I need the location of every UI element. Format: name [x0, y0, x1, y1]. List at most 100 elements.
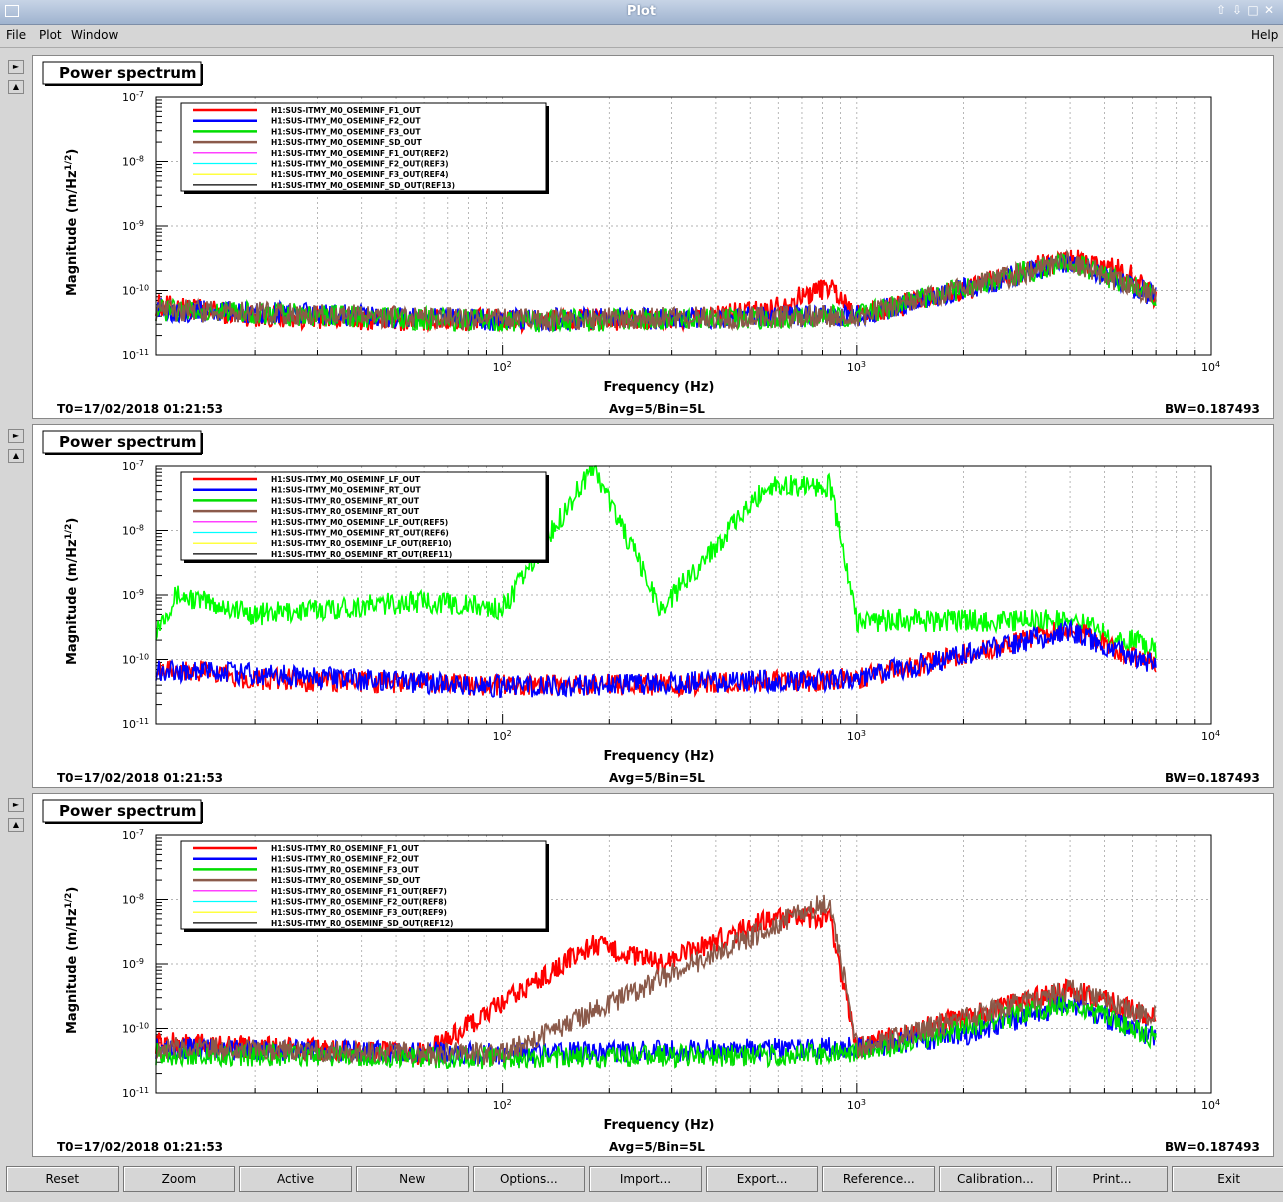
legend-entry: H1:SUS-ITMY_R0_OSEMINF_F2_OUT(REF8): [271, 898, 447, 907]
panel-3-collapse-button[interactable]: ▲: [8, 818, 24, 832]
legend-entry: H1:SUS-ITMY_M0_OSEMINF_RT_OUT: [271, 486, 422, 495]
legend: H1:SUS-ITMY_M0_OSEMINF_LF_OUT H1:SUS-ITMY…: [180, 471, 549, 563]
panel-3-expand-button[interactable]: ►: [8, 798, 24, 812]
zoom-button[interactable]: Zoom: [122, 1166, 236, 1192]
x-axis-title: Frequency (Hz): [604, 749, 715, 764]
panel-2-collapse-button[interactable]: ▲: [8, 449, 24, 463]
legend-entry: H1:SUS-ITMY_M0_OSEMINF_F2_OUT: [271, 117, 421, 126]
menu-help[interactable]: Help: [1251, 28, 1279, 42]
legend-entry: H1:SUS-ITMY_R0_OSEMINF_F2_OUT: [271, 855, 420, 864]
button-bar: Reset Zoom Active New Options... Import... Exp…: [0, 1164, 1283, 1202]
x-tick-labels: 102 103 104: [493, 729, 1220, 744]
legend-entry: H1:SUS-ITMY_M0_OSEMINF_F3_OUT: [271, 127, 421, 136]
x-tick-labels: 102 103 104: [493, 360, 1220, 375]
plot-panel-3[interactable]: Power spectrum 10-11 10-10 10-9 10-8 10-7 102 1…: [32, 793, 1274, 1157]
panel-2-expand-button[interactable]: ►: [8, 429, 24, 443]
legend-entry: H1:SUS-ITMY_R0_OSEMINF_F1_OUT(REF7): [271, 887, 447, 896]
y-tick-labels: 10-11 10-10 10-9 10-8 10-7: [122, 90, 149, 363]
legend-entry: H1:SUS-ITMY_M0_OSEMINF_SD_OUT: [271, 138, 423, 147]
export-button[interactable]: Export...: [705, 1166, 819, 1192]
print-button[interactable]: Print...: [1055, 1166, 1169, 1192]
import-button[interactable]: Import...: [589, 1166, 702, 1192]
panel-1-expand-button[interactable]: ►: [8, 60, 24, 74]
x-tick-label: 103: [847, 360, 866, 375]
x-tick-label: 104: [1201, 360, 1220, 375]
legend-entry: H1:SUS-ITMY_M0_OSEMINF_LF_OUT(REF5): [271, 518, 448, 527]
y-axis-title: Magnitude (m/Hz1/2): [64, 149, 80, 296]
series-group: [155, 465, 1157, 699]
plot-frame: [155, 96, 1212, 356]
y-tick-label: 10-9: [122, 219, 144, 234]
legend-entry: H1:SUS-ITMY_R0_OSEMINF_F3_OUT(REF9): [271, 908, 447, 917]
panel-title: Power spectrum: [42, 61, 203, 86]
exit-button[interactable]: Exit: [1172, 1166, 1283, 1192]
y-tick-label: 10-11: [122, 717, 149, 732]
panel-1-collapse-button[interactable]: ▲: [8, 80, 24, 94]
panel-title-text: Power spectrum: [59, 64, 197, 82]
y-tick-label: 10-8: [122, 154, 144, 169]
y-tick-label: 10-7: [122, 459, 144, 474]
menu-file[interactable]: File: [6, 28, 27, 42]
panel-title: Power spectrum: [42, 430, 203, 455]
plot-frame: [155, 465, 1212, 725]
y-tick-label: 10-7: [122, 90, 144, 105]
legend-entry: H1:SUS-ITMY_R0_OSEMINF_F1_OUT: [271, 844, 420, 853]
y-axis-title: Magnitude (m/Hz1/2): [64, 518, 80, 665]
x-tick-label: 102: [493, 1098, 512, 1113]
t0-label: T0=17/02/2018 01:21:53: [57, 402, 223, 416]
calibration-button[interactable]: Calibration...: [939, 1166, 1052, 1192]
window-titlebar: Plot ⇧ ⇩ □ ✕: [0, 0, 1283, 25]
y-axis-title: Magnitude (m/Hz1/2): [64, 887, 80, 1034]
reference-button[interactable]: Reference...: [822, 1166, 936, 1192]
legend-entry: H1:SUS-ITMY_R0_OSEMINF_LF_OUT(REF10): [271, 539, 452, 548]
legend-entry: H1:SUS-ITMY_R0_OSEMINF_SD_OUT: [271, 876, 421, 885]
y-tick-label: 10-11: [122, 1086, 149, 1101]
x-tick-labels: 102 103 104: [493, 1098, 1220, 1113]
legend-entry: H1:SUS-ITMY_R0_OSEMINF_RT_OUT: [271, 507, 420, 516]
y-tick-label: 10-7: [122, 828, 144, 843]
avg-label: Avg=5/Bin=5L: [609, 402, 705, 416]
reset-button[interactable]: Reset: [6, 1166, 119, 1192]
y-tick-labels: 10-11 10-10 10-9 10-8 10-7: [122, 828, 149, 1101]
series-group: [155, 248, 1157, 335]
series-line-4: [155, 248, 1157, 333]
y-tick-label: 10-9: [122, 588, 144, 603]
close-icon[interactable]: ✕: [1263, 3, 1275, 17]
y-tick-label: 10-8: [122, 892, 144, 907]
legend-entry: H1:SUS-ITMY_M0_OSEMINF_F1_OUT: [271, 106, 421, 115]
y-tick-label: 10-10: [122, 652, 149, 667]
legend-entry: H1:SUS-ITMY_R0_OSEMINF_SD_OUT(REF12): [271, 919, 453, 928]
series-line-3: [155, 618, 1157, 699]
bw-label: BW=0.187493: [1165, 402, 1260, 416]
series-line-1: [155, 465, 1157, 659]
avg-label: Avg=5/Bin=5L: [609, 1140, 705, 1154]
window-menu-icon[interactable]: [5, 5, 19, 17]
y-tick-label: 10-11: [122, 348, 149, 363]
options-button[interactable]: Options...: [472, 1166, 586, 1192]
minimize-icon[interactable]: ⇧: [1215, 3, 1227, 17]
plot-panel-2[interactable]: Power spectrum 10-11 10-10 10-9 10-8 10-7 102 1…: [32, 424, 1274, 788]
menu-window[interactable]: Window: [71, 28, 119, 42]
active-button[interactable]: Active: [239, 1166, 352, 1192]
series-group: [155, 894, 1157, 1071]
maximize-icon[interactable]: □: [1247, 3, 1259, 17]
x-tick-label: 104: [1201, 1098, 1220, 1113]
series-line-4: [155, 894, 1157, 1067]
new-button[interactable]: New: [355, 1166, 469, 1192]
panel-title-text: Power spectrum: [59, 433, 197, 451]
x-tick-label: 102: [493, 360, 512, 375]
iconify-icon[interactable]: ⇩: [1231, 3, 1243, 17]
plot-panel-1[interactable]: Power spectrum 10-11 10-10 10-9 10-8 10-7 102 1…: [32, 55, 1274, 419]
series-line-3: [155, 995, 1157, 1071]
y-tick-label: 10-10: [122, 283, 149, 298]
legend-entry: H1:SUS-ITMY_R0_OSEMINF_RT_OUT(REF11): [271, 550, 452, 559]
menu-plot[interactable]: Plot: [39, 28, 62, 42]
legend-entry: H1:SUS-ITMY_M0_OSEMINF_F3_OUT(REF4): [271, 170, 449, 179]
panel-title-text: Power spectrum: [59, 802, 197, 820]
y-tick-label: 10-8: [122, 523, 144, 538]
t0-label: T0=17/02/2018 01:21:53: [57, 1140, 223, 1154]
menubar: File Plot Window Help: [0, 25, 1283, 48]
legend-entry: H1:SUS-ITMY_M0_OSEMINF_F1_OUT(REF2): [271, 149, 449, 158]
